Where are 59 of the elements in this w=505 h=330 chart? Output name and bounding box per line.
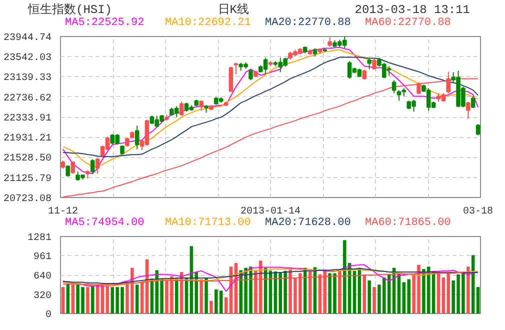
text: 2013-03-18 13:11 (354, 2, 470, 18)
candlestick (416, 82, 421, 95)
y-tick-label: 23944.74 (3, 33, 52, 44)
candlestick (328, 36, 332, 48)
y-tick-label: 22333.91 (3, 114, 52, 124)
line-series (62, 78, 479, 198)
x-tick-label: 03-18 (463, 206, 494, 218)
y-tick-label: 21931.21 (3, 134, 52, 145)
candlestick (95, 158, 100, 174)
candlestick (134, 125, 140, 150)
bar (224, 297, 228, 314)
bar (135, 284, 139, 314)
text: MA60:71865.00 (365, 216, 451, 231)
text: MA60:22770.88 (365, 16, 451, 31)
y-tick-label: 320 (33, 290, 52, 302)
candlestick (476, 124, 480, 136)
y-tick-label: 21125.79 (3, 174, 52, 185)
bar (204, 278, 208, 314)
chart-subtitle: 日K线 (218, 2, 249, 18)
candlestick (228, 66, 234, 92)
text: MA20:22770.88 (265, 16, 351, 31)
bar (466, 266, 470, 314)
line-series (62, 56, 479, 158)
text: MA10:22692.21 (165, 16, 251, 31)
y-tick-label: 23139.33 (3, 73, 52, 84)
candlestick (199, 100, 204, 112)
text: MA10:71713.00 (165, 216, 251, 231)
bar (86, 287, 90, 314)
candlestick (70, 161, 75, 174)
bar (368, 280, 371, 314)
bar (61, 287, 65, 314)
bar (90, 286, 94, 314)
candlestick (367, 58, 372, 70)
chart-title: 恒生指数(HSI) (28, 2, 112, 18)
y-tick-label: 21528.50 (3, 154, 52, 165)
text: MA5:74954.00 (65, 216, 144, 231)
x-tick-label: 11-12 (48, 206, 78, 218)
y-tick-label: 961 (33, 252, 52, 264)
candlestick (234, 62, 238, 75)
candlestick (66, 165, 70, 178)
y-tick-label: 1281 (27, 233, 52, 244)
candlestick (179, 101, 184, 116)
text: MA5:22525.92 (65, 16, 144, 31)
x-tick-label: 2013-01-14 (240, 206, 301, 218)
bar (210, 300, 213, 314)
y-tick-label: 20723.08 (3, 194, 52, 205)
y-tick-label: 22736.62 (3, 93, 52, 104)
candlestick (90, 158, 95, 174)
candlestick (466, 101, 470, 120)
bar (372, 287, 376, 314)
text: MA20:71628.00 (265, 216, 351, 231)
candlestick (248, 68, 253, 81)
bar (442, 277, 446, 314)
y-tick-label: 23542.03 (3, 53, 52, 64)
candlestick (470, 96, 476, 109)
candlestick (392, 80, 396, 94)
y-tick-label: 0 (46, 310, 52, 321)
bar (476, 287, 480, 314)
y-tick-label: 640 (33, 272, 52, 283)
